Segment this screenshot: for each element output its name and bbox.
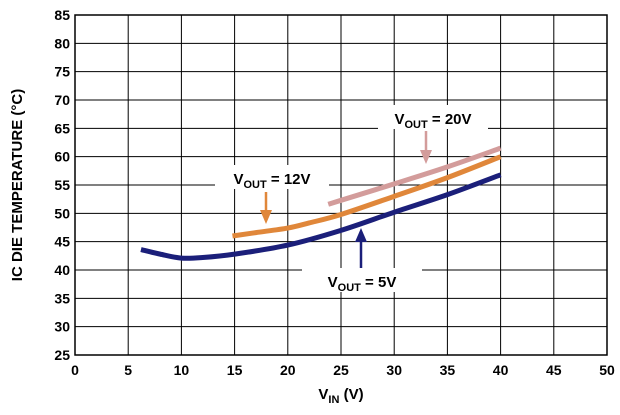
y-tick-label: 60	[54, 149, 70, 165]
x-axis-label-main: V	[318, 386, 328, 403]
x-tick-label: 10	[174, 362, 190, 378]
series-line-12v	[232, 154, 502, 239]
series-line-5v	[140, 172, 502, 261]
annotation-5v: VOUT = 5V	[302, 228, 422, 294]
x-tick-label: 0	[71, 362, 79, 378]
x-tick-label: 35	[440, 362, 456, 378]
series-line-20v	[327, 145, 502, 207]
y-tick-label: 85	[54, 7, 70, 23]
plot-frame	[74, 14, 608, 356]
x-tick-label: 25	[333, 362, 349, 378]
x-tick-label: 15	[227, 362, 243, 378]
annotation-20v-box	[378, 105, 488, 129]
y-tick-label: 50	[54, 205, 70, 221]
y-tick-label: 75	[54, 64, 70, 80]
y-tick-label: 45	[54, 234, 70, 250]
y-tick-label: 30	[54, 319, 70, 335]
x-tick-labels: 0 5 10 15 20 25 30 35 40 45 50	[71, 362, 615, 378]
x-tick-label: 30	[386, 362, 402, 378]
y-tick-label: 55	[54, 177, 70, 193]
annotation-12v-text: VOUT = 12V	[233, 171, 310, 191]
y-tick-label: 40	[54, 262, 70, 278]
x-axis-label-unit: (V)	[339, 386, 363, 403]
annotation-12v-box	[215, 165, 329, 189]
annotation-12v: VOUT = 12V	[215, 165, 329, 224]
x-tick-label: 20	[280, 362, 296, 378]
annotation-12v-arrowhead	[260, 210, 272, 224]
x-axis-label-sub: IN	[328, 394, 339, 406]
y-tick-label: 70	[54, 92, 70, 108]
x-tick-label: 5	[124, 362, 132, 378]
x-tick-label: 40	[493, 362, 509, 378]
annotation-20v-arrowhead	[420, 150, 432, 164]
annotation-5v-box	[302, 268, 422, 292]
y-tick-label: 80	[54, 35, 70, 51]
y-tick-label: 35	[54, 290, 70, 306]
series-layer	[140, 145, 502, 261]
x-tick-label: 50	[599, 362, 615, 378]
grid	[74, 14, 608, 356]
x-axis-label: VIN (V)	[318, 386, 363, 406]
y-tick-labels: 25 30 35 40 45 50 55 60 65 70 75 80 85	[54, 7, 70, 363]
annotation-20v: VOUT = 20V	[378, 105, 488, 164]
annotation-5v-text: VOUT = 5V	[328, 274, 397, 294]
y-axis-label: IC DIE TEMPERATURE (°C)	[9, 89, 26, 281]
annotation-5v-arrowhead	[355, 228, 367, 242]
x-tick-label: 45	[546, 362, 562, 378]
annotation-20v-text: VOUT = 20V	[394, 111, 471, 131]
y-tick-label: 65	[54, 120, 70, 136]
y-tick-label: 25	[54, 347, 70, 363]
